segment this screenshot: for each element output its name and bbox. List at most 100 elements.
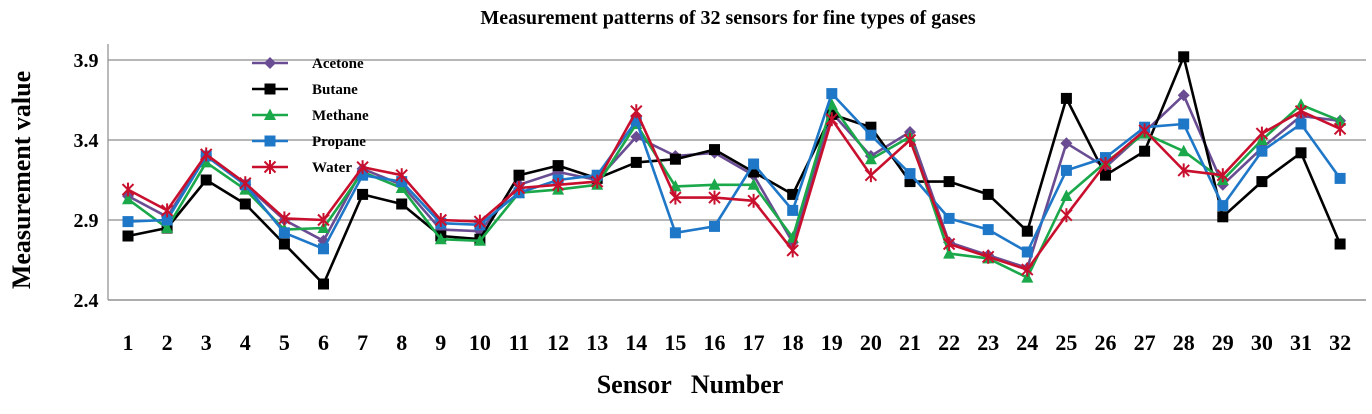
data-point bbox=[943, 212, 955, 224]
x-tick-label: 17 bbox=[743, 330, 765, 355]
gridlines bbox=[108, 59, 1366, 301]
x-axis-title: Sensor Number bbox=[597, 370, 784, 399]
x-tick-label: 22 bbox=[938, 330, 960, 355]
data-point bbox=[1294, 104, 1308, 119]
data-point bbox=[1216, 168, 1230, 183]
data-point bbox=[552, 160, 564, 172]
data-point bbox=[1178, 51, 1190, 63]
data-point bbox=[865, 129, 877, 141]
data-point bbox=[709, 144, 720, 156]
data-point bbox=[865, 121, 877, 133]
data-point bbox=[356, 160, 369, 175]
data-point bbox=[826, 88, 838, 100]
data-point bbox=[434, 232, 447, 245]
x-tick-label: 26 bbox=[1095, 330, 1117, 355]
data-point bbox=[1217, 200, 1229, 212]
chart-title: Measurement patterns of 32 sensors for f… bbox=[480, 7, 976, 29]
legend-marker bbox=[264, 135, 276, 147]
data-point bbox=[903, 133, 917, 147]
x-tick-label: 12 bbox=[547, 330, 569, 355]
y-tick-label: 2.4 bbox=[74, 290, 99, 312]
data-point bbox=[396, 198, 408, 210]
data-point bbox=[1099, 157, 1112, 171]
data-point bbox=[512, 181, 526, 195]
data-point bbox=[317, 221, 330, 233]
x-tick-label: 20 bbox=[860, 330, 882, 355]
data-point bbox=[1021, 246, 1033, 258]
series-lines bbox=[121, 51, 1347, 290]
series-line bbox=[127, 92, 1342, 254]
legend-marker bbox=[264, 108, 276, 120]
data-point bbox=[1060, 189, 1073, 201]
data-point bbox=[278, 227, 290, 239]
x-tick-label: 10 bbox=[469, 330, 491, 355]
data-point bbox=[200, 174, 212, 186]
data-point bbox=[199, 147, 213, 162]
data-point bbox=[1334, 114, 1347, 126]
y-axis-title: Measurement value bbox=[7, 71, 36, 289]
data-point bbox=[669, 190, 682, 205]
data-point bbox=[786, 243, 799, 258]
data-point bbox=[1060, 208, 1073, 223]
legend-marker bbox=[264, 83, 276, 95]
data-point bbox=[239, 176, 252, 191]
legend-item: Methane bbox=[252, 108, 369, 124]
data-point bbox=[787, 188, 799, 200]
data-point bbox=[708, 178, 721, 190]
data-point bbox=[357, 169, 369, 181]
legend-label: Acetone bbox=[312, 56, 364, 72]
data-point bbox=[1217, 211, 1229, 223]
data-point bbox=[943, 176, 955, 188]
data-point bbox=[395, 181, 408, 193]
legend-item: Propane bbox=[252, 134, 366, 150]
data-point bbox=[278, 211, 291, 226]
series-line bbox=[127, 55, 1342, 286]
data-point bbox=[1295, 118, 1307, 130]
x-tick-label: 14 bbox=[625, 330, 647, 355]
data-point bbox=[825, 112, 839, 127]
data-point bbox=[1021, 225, 1033, 237]
data-point bbox=[942, 237, 956, 251]
data-point bbox=[239, 198, 251, 210]
series-water bbox=[121, 104, 1347, 277]
data-point bbox=[1139, 145, 1151, 157]
data-point bbox=[317, 213, 330, 227]
x-tick-label: 28 bbox=[1173, 330, 1195, 355]
data-point bbox=[1295, 147, 1307, 159]
data-point bbox=[630, 156, 642, 168]
x-tick-label: 7 bbox=[357, 330, 368, 355]
x-tick-label: 5 bbox=[279, 330, 290, 355]
x-tick-label: 19 bbox=[821, 330, 843, 355]
data-point bbox=[200, 155, 213, 168]
data-point bbox=[747, 178, 760, 190]
data-point bbox=[1256, 176, 1268, 188]
data-point bbox=[748, 166, 760, 178]
legend-label: Butane bbox=[312, 82, 358, 98]
data-point bbox=[161, 214, 173, 226]
data-point bbox=[904, 176, 916, 188]
x-tick-label: 13 bbox=[586, 330, 608, 355]
x-tick-label: 6 bbox=[318, 330, 329, 355]
data-point bbox=[395, 168, 408, 183]
data-point bbox=[513, 169, 525, 181]
data-point bbox=[161, 221, 174, 233]
legend-label: Water bbox=[312, 160, 352, 176]
data-point bbox=[122, 230, 134, 242]
data-point bbox=[122, 192, 134, 205]
data-point bbox=[825, 98, 838, 110]
data-point bbox=[1177, 89, 1190, 102]
data-point bbox=[1021, 271, 1034, 283]
x-tick-label: 31 bbox=[1290, 330, 1312, 355]
x-tick-label: 8 bbox=[396, 330, 407, 355]
data-point bbox=[708, 190, 721, 205]
axes: 2.42.93.43.91 2 3 4 5 6 7 8 9 10 11 12 13 14 15 16 17 18 1… bbox=[74, 44, 1366, 355]
data-point bbox=[1333, 121, 1347, 136]
data-point bbox=[434, 213, 448, 227]
data-point bbox=[590, 174, 604, 189]
data-point bbox=[748, 158, 760, 170]
legend-item: Water bbox=[252, 160, 352, 176]
data-point bbox=[318, 278, 329, 290]
data-point bbox=[1256, 145, 1268, 157]
series-acetone bbox=[122, 89, 1347, 274]
